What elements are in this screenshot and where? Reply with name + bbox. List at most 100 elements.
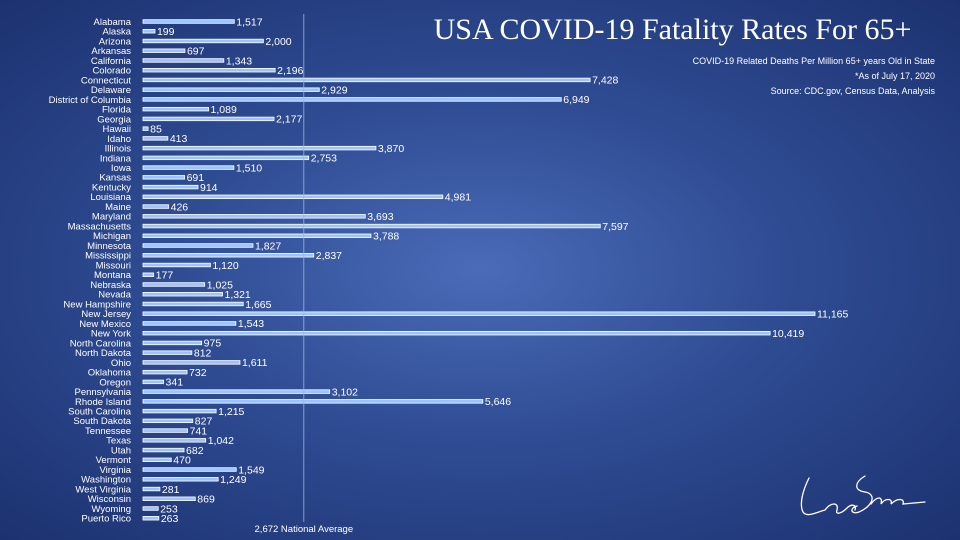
category-label: Rhode Island [75,397,131,408]
category-label: Oregon [99,377,131,388]
category-label: Iowa [111,163,132,174]
bar [142,116,275,122]
category-label: Florida [102,105,132,116]
bar [142,68,276,73]
bar [142,379,164,385]
bar [142,97,562,102]
bar [142,477,219,482]
bar [142,243,254,248]
value-label: 1,089 [211,104,237,116]
bar [142,175,185,180]
average-layer: 2,672 National Average [255,14,354,535]
bar [142,360,241,365]
category-label: Missouri [96,260,131,271]
value-label: 7,597 [602,221,628,233]
bar [142,496,196,501]
value-label: 682 [186,445,204,457]
category-label: Wyoming [91,504,131,515]
national-average-label: 2,672 National Average [255,524,354,535]
category-label: Illinois [105,144,132,155]
value-label: 1,827 [255,240,281,252]
category-label: Massachusetts [68,221,132,232]
bar [142,350,193,355]
value-label: 1,543 [238,318,264,330]
bar [142,194,444,200]
value-label: 691 [187,172,205,184]
value-label: 3,870 [378,143,404,155]
bar [142,516,160,521]
bar [142,106,209,112]
category-label: Ohio [111,358,131,369]
category-label: Alabama [94,17,132,28]
category-label: Nevada [98,290,131,301]
bar [142,77,591,83]
bar [142,486,161,492]
bar [142,19,235,24]
bar [142,184,199,190]
value-label: 1,517 [236,16,262,28]
chart-title: USA COVID-19 Fatality Rates For 65+ [433,13,912,46]
signature-icon [800,475,926,516]
value-label: 470 [173,455,191,467]
value-label: 914 [200,182,218,194]
bar [142,369,188,375]
bar [142,58,225,63]
category-label: California [91,56,132,67]
category-label: North Dakota [75,348,132,359]
bars-layer: Alabama 1,517 Alaska 199 Arizona 2,000 Arkansa… [49,16,849,525]
bar [142,136,169,141]
value-label: 1,120 [212,260,238,272]
bar [142,145,377,151]
value-label: 1,321 [225,289,251,301]
category-label: Louisiana [90,192,131,203]
bar [142,311,816,316]
category-label: West Virginia [75,484,131,495]
category-label: Delaware [91,85,131,96]
value-label: 2,837 [316,250,342,262]
bar [142,282,206,287]
value-label: 2,196 [277,65,303,77]
chart-subtitle: COVID-19 Related Deaths Per Million 65+ … [692,56,935,66]
category-label: Michigan [93,231,131,242]
category-label: Vermont [96,455,132,466]
value-label: 281 [162,484,180,496]
bar [142,204,170,209]
category-label: Idaho [107,134,131,145]
category-label: Virginia [99,465,131,476]
source-note: Source: CDC.gov, Census Data, Analysis [770,86,935,96]
category-label: Arkansas [91,46,131,57]
bar [142,389,331,394]
bar [142,214,366,219]
value-label: 2,177 [276,114,302,126]
bar [142,292,223,297]
value-label: 1,343 [226,55,252,67]
category-label: Puerto Rico [81,514,131,525]
category-label: South Dakota [73,416,131,427]
category-label: New Hampshire [63,299,131,310]
bar [142,408,217,414]
category-label: Washington [81,475,131,486]
bar [142,262,211,268]
category-label: Tennessee [85,426,131,437]
category-label: Maine [105,202,131,213]
value-label: 253 [160,503,178,515]
bar [142,330,771,336]
value-label: 2,753 [311,153,337,165]
value-label: 812 [194,347,212,359]
value-label: 2,929 [321,84,347,96]
bar [142,457,172,462]
category-label: Texas [106,436,131,447]
category-label: Alaska [102,27,131,38]
category-label: Connecticut [81,75,132,86]
value-label: 1,042 [208,435,234,447]
category-label: Pennsylvania [74,387,131,398]
bar [142,233,372,238]
value-label: 741 [190,425,208,437]
bar [142,253,315,258]
bar [142,301,244,307]
category-label: Utah [111,445,131,456]
value-label: 1,215 [218,406,244,418]
bar [142,29,156,34]
value-label: 1,549 [238,464,264,476]
category-label: Kentucky [92,182,131,193]
